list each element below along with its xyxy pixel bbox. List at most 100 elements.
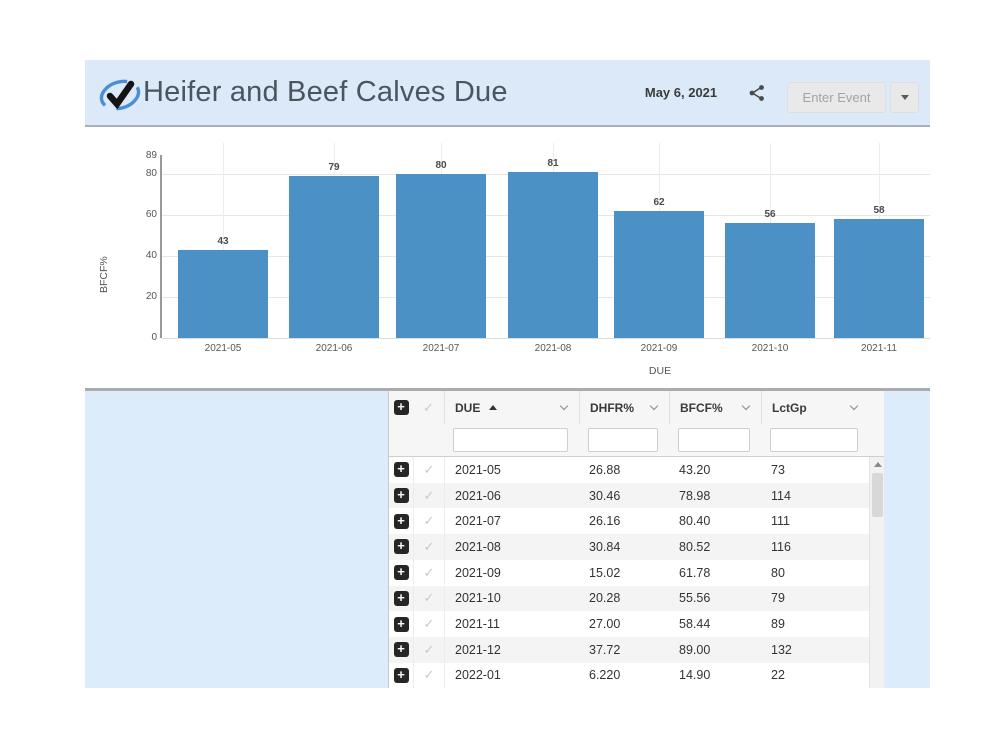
bar[interactable] bbox=[396, 174, 486, 338]
data-table: ✓DUEDHFR%BFCF%LctGp✓2021-0526.8843.2073✓… bbox=[388, 391, 885, 688]
row-check-icon[interactable]: ✓ bbox=[423, 616, 435, 632]
bar-value-label: 62 bbox=[653, 196, 665, 208]
table-header: ✓ DUE DHFR% BFCF% LctGp bbox=[389, 391, 885, 457]
expand-all-button plus-square-icon[interactable] bbox=[393, 400, 409, 415]
row-expand-button plus-square-icon[interactable] bbox=[393, 667, 409, 683]
table-cell: 15.02 bbox=[589, 565, 621, 580]
row-check-icon[interactable]: ✓ bbox=[423, 461, 435, 477]
row-expand-button plus-square-icon[interactable] bbox=[393, 565, 409, 581]
table-cell: 2021-07 bbox=[444, 508, 579, 535]
table-cell: 89.00 bbox=[679, 642, 711, 657]
column-header-dhfr[interactable]: DHFR% bbox=[579, 391, 669, 424]
row-check-icon[interactable]: ✓ bbox=[423, 667, 435, 683]
page-title: Heifer and Beef Calves Due bbox=[143, 76, 508, 108]
table-cell: 80.40 bbox=[679, 514, 711, 529]
table-row: ✓ 2022-01 6.220 14.90 22 bbox=[389, 662, 869, 688]
row-expand-cell bbox=[389, 508, 413, 534]
chart-x-tick-label: 2021-11 bbox=[861, 343, 897, 354]
caret-down-icon bbox=[900, 95, 909, 100]
row-expand-button plus-square-icon[interactable] bbox=[393, 590, 409, 606]
bar[interactable] bbox=[508, 171, 598, 338]
row-select-cell: ✓ bbox=[413, 585, 444, 612]
table-cell: 26.16 bbox=[589, 514, 621, 529]
bar[interactable] bbox=[614, 210, 704, 338]
table-cell: 30.46 bbox=[589, 488, 621, 503]
bottom-section: ✓DUEDHFR%BFCF%LctGp✓2021-0526.8843.2073✓… bbox=[85, 391, 930, 688]
table-cell: 2021-12 bbox=[444, 636, 579, 663]
chart-x-tick-label: 2021-06 bbox=[315, 343, 353, 354]
row-check-icon[interactable]: ✓ bbox=[423, 641, 435, 657]
chevron-down-icon[interactable] bbox=[559, 401, 569, 411]
scrollbar-thumb[interactable] bbox=[872, 473, 883, 517]
chart-gridline-v bbox=[223, 143, 224, 338]
chart-x-axis-line bbox=[162, 338, 930, 339]
scroll-up-arrow-icon[interactable] bbox=[874, 462, 882, 467]
table-cell: 14.90 bbox=[679, 668, 711, 683]
column-header-label: DHFR% bbox=[590, 400, 634, 415]
bar-value-label: 43 bbox=[217, 235, 229, 247]
chevron-down-icon[interactable] bbox=[649, 401, 659, 411]
bar-value-label: 79 bbox=[328, 162, 340, 174]
row-check-icon[interactable]: ✓ bbox=[423, 487, 435, 503]
row-check-icon[interactable]: ✓ bbox=[423, 564, 435, 580]
table-header-row: ✓ DUE DHFR% BFCF% LctGp bbox=[389, 391, 885, 424]
filter-input-bfcf[interactable] bbox=[678, 428, 750, 452]
enter-event-button-group: Enter Event bbox=[787, 82, 919, 113]
chart-y-max-label: 89 bbox=[145, 149, 157, 161]
right-panel bbox=[884, 391, 930, 688]
column-header-label: DUE bbox=[455, 400, 481, 415]
bar-value-label: 58 bbox=[873, 205, 885, 217]
row-check-icon[interactable]: ✓ bbox=[423, 538, 435, 554]
left-panel bbox=[85, 391, 388, 688]
table-cell: 80 bbox=[771, 565, 785, 580]
row-expand-cell bbox=[389, 586, 413, 612]
row-expand-button plus-square-icon[interactable] bbox=[393, 539, 409, 555]
bar[interactable] bbox=[834, 219, 924, 338]
table-cell: 27.00 bbox=[589, 617, 621, 632]
chart-y-tick-label: 60 bbox=[145, 209, 157, 220]
column-header-label: BFCF% bbox=[680, 400, 723, 415]
table-scrollbar[interactable] bbox=[869, 457, 885, 688]
section-divider bbox=[85, 388, 930, 391]
row-check-icon[interactable]: ✓ bbox=[423, 590, 435, 606]
table-row: ✓ 2021-10 20.28 55.56 79 bbox=[389, 585, 869, 612]
column-header-label: LctGp bbox=[772, 400, 807, 415]
chart-x-tick-label: 2021-10 bbox=[751, 343, 789, 354]
row-check-icon[interactable]: ✓ bbox=[423, 513, 435, 529]
row-expand-button plus-square-icon[interactable] bbox=[393, 616, 409, 632]
chart-y-tick-label: 80 bbox=[145, 168, 157, 179]
chevron-down-icon[interactable] bbox=[849, 401, 859, 411]
table-filter-row bbox=[389, 424, 885, 457]
chevron-down-icon[interactable] bbox=[741, 401, 751, 411]
filter-input-due[interactable] bbox=[453, 428, 568, 452]
row-expand-button plus-square-icon[interactable] bbox=[393, 488, 409, 504]
table-cell: 114 bbox=[771, 488, 791, 503]
bar-chart: 0 20 40 60 80 89 BFCF% 43 2021-05 79 2021-06 80 2021… bbox=[85, 129, 930, 388]
select-all-check-icon[interactable]: ✓ bbox=[423, 399, 434, 415]
app-window: Heifer and Beef Calves Due May 6, 2021 E… bbox=[85, 60, 930, 688]
bar[interactable] bbox=[178, 249, 268, 338]
filter-input-dhfr[interactable] bbox=[588, 428, 658, 452]
row-select-cell: ✓ bbox=[413, 559, 444, 586]
column-header-lctgp[interactable]: LctGp bbox=[761, 391, 869, 424]
row-expand-cell bbox=[389, 457, 413, 483]
row-expand-button plus-square-icon[interactable] bbox=[393, 642, 409, 658]
bar[interactable] bbox=[725, 223, 815, 338]
table-cell: 132 bbox=[771, 642, 792, 657]
row-select-cell: ✓ bbox=[413, 636, 444, 663]
table-cell: 6.220 bbox=[589, 668, 621, 683]
filter-input-lctgp[interactable] bbox=[770, 428, 858, 452]
row-expand-cell bbox=[389, 534, 413, 560]
table-cell: 2021-06 bbox=[444, 482, 579, 509]
row-expand-button plus-square-icon[interactable] bbox=[393, 462, 409, 478]
column-header-bfcf[interactable]: BFCF% bbox=[669, 391, 761, 424]
share-icon[interactable] bbox=[747, 83, 767, 103]
enter-event-button[interactable]: Enter Event bbox=[787, 82, 886, 113]
row-expand-cell bbox=[389, 483, 413, 509]
row-expand-button plus-square-icon[interactable] bbox=[393, 513, 409, 529]
enter-event-dropdown-button[interactable] bbox=[890, 82, 919, 113]
chart-x-tick-label: 2021-08 bbox=[534, 343, 572, 354]
column-header-due[interactable]: DUE bbox=[444, 391, 579, 424]
table-cell: 20.28 bbox=[589, 591, 621, 606]
bar[interactable] bbox=[289, 176, 379, 338]
